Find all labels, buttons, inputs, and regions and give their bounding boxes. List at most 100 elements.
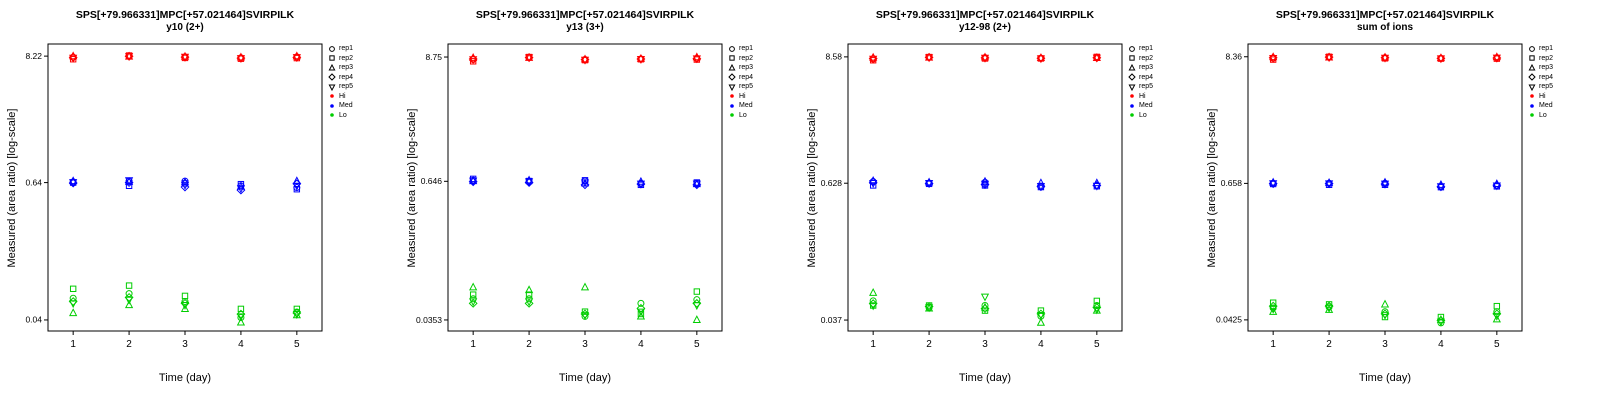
y-tick-label: 0.658 bbox=[1221, 178, 1243, 188]
data-point bbox=[1381, 313, 1389, 321]
y-tick-label: 8.58 bbox=[825, 52, 842, 62]
legend-label: rep3 bbox=[1539, 64, 1554, 72]
data-point bbox=[1492, 182, 1501, 191]
data-point bbox=[692, 298, 702, 308]
data-point bbox=[636, 56, 646, 64]
data-point bbox=[1268, 301, 1278, 311]
legend-marker-icon bbox=[730, 113, 734, 118]
legend-item-rep1: rep1 bbox=[727, 44, 799, 54]
data-point bbox=[728, 84, 736, 91]
x-tick-label: 1 bbox=[870, 339, 876, 350]
data-point bbox=[1436, 53, 1446, 62]
legend-item-rep5: rep5 bbox=[727, 82, 799, 92]
data-point bbox=[692, 180, 701, 189]
plot-area: 1 2 3 4 5 8.75 0.646 0.0353 bbox=[416, 43, 723, 350]
data-point bbox=[1492, 314, 1501, 323]
data-point bbox=[236, 185, 246, 195]
data-point bbox=[1128, 63, 1136, 71]
data-point bbox=[1528, 84, 1536, 91]
data-point bbox=[237, 305, 245, 313]
legend-label: rep4 bbox=[739, 73, 754, 81]
data-point bbox=[580, 56, 590, 65]
data-point bbox=[525, 291, 533, 298]
legend-label: rep3 bbox=[739, 64, 754, 72]
legend-marker-icon bbox=[1528, 63, 1536, 71]
data-point bbox=[292, 311, 301, 319]
data-point bbox=[637, 299, 645, 307]
data-point bbox=[1530, 113, 1534, 118]
chart-panel-y13: SPS[+79.966331]MPC[+57.021464]SVIRPILK y… bbox=[400, 0, 800, 400]
data-point bbox=[1269, 306, 1278, 315]
data-point bbox=[1436, 318, 1446, 327]
legend-item-lo: Lo bbox=[727, 111, 799, 121]
data-point bbox=[581, 308, 589, 315]
legend-marker-icon bbox=[1129, 45, 1135, 52]
data-point bbox=[868, 299, 878, 309]
data-point bbox=[1528, 63, 1536, 71]
chart-title: SPS[+79.966331]MPC[+57.021464]SVIRPILK bbox=[75, 9, 295, 21]
legend-label: rep2 bbox=[739, 54, 754, 62]
x-tick-label: 1 bbox=[470, 339, 476, 350]
data-point bbox=[1036, 317, 1046, 326]
legend-item-med: Med bbox=[727, 101, 799, 111]
y-tick-label: 0.64 bbox=[25, 177, 42, 187]
legend-label: Lo bbox=[1139, 111, 1147, 119]
data-point bbox=[980, 293, 990, 302]
data-point bbox=[580, 180, 590, 190]
legend-marker-icon bbox=[328, 84, 336, 91]
legend-label: rep5 bbox=[1539, 83, 1554, 91]
data-point bbox=[180, 51, 190, 60]
data-point bbox=[69, 285, 77, 293]
legend-label: rep4 bbox=[1139, 73, 1154, 81]
data-point bbox=[1036, 312, 1046, 320]
data-point bbox=[469, 298, 478, 307]
data-point bbox=[1130, 94, 1134, 99]
data-point bbox=[124, 178, 134, 188]
data-point bbox=[924, 54, 934, 63]
data-point bbox=[124, 53, 134, 61]
plot-area: 1 2 3 4 5 8.36 0.658 0.0425 bbox=[1216, 43, 1523, 350]
data-point bbox=[180, 182, 190, 192]
y-tick-label: 8.22 bbox=[25, 51, 42, 61]
legend-item-rep5: rep5 bbox=[327, 82, 399, 92]
legend: rep1 rep2 rep3 rep4 rep5 Hi Med Lo bbox=[327, 44, 399, 120]
data-point bbox=[1528, 73, 1536, 81]
x-tick-label: 4 bbox=[638, 339, 644, 350]
data-point bbox=[468, 298, 478, 308]
data-point bbox=[1130, 113, 1134, 118]
data-point bbox=[1529, 55, 1535, 61]
data-point bbox=[1380, 311, 1390, 320]
legend-marker-icon bbox=[330, 113, 334, 118]
data-point bbox=[693, 288, 701, 295]
data-point bbox=[924, 304, 934, 313]
data-point bbox=[1530, 94, 1534, 99]
data-point bbox=[236, 55, 246, 64]
data-point bbox=[1493, 302, 1501, 310]
chart-subtitle: sum of ions bbox=[1356, 22, 1414, 33]
data-point bbox=[1380, 52, 1390, 61]
legend-marker-icon bbox=[329, 45, 335, 52]
x-tick-label: 5 bbox=[1494, 339, 1500, 350]
data-point bbox=[1037, 307, 1045, 314]
data-point bbox=[180, 53, 190, 62]
legend-item-rep5: rep5 bbox=[1127, 82, 1199, 92]
data-point bbox=[637, 310, 645, 318]
legend-item-rep4: rep4 bbox=[327, 73, 399, 83]
data-point bbox=[180, 181, 190, 190]
data-point bbox=[980, 52, 990, 61]
x-tick-label: 1 bbox=[70, 339, 76, 350]
data-point bbox=[1269, 180, 1278, 189]
legend-marker-icon bbox=[730, 103, 734, 108]
legend-marker-icon bbox=[1130, 103, 1134, 108]
legend-item-lo: Lo bbox=[1527, 111, 1599, 121]
legend-item-rep4: rep4 bbox=[727, 73, 799, 83]
data-point bbox=[69, 294, 77, 302]
data-point bbox=[1036, 183, 1046, 191]
data-point bbox=[1092, 182, 1101, 191]
legend-item-med: Med bbox=[1127, 101, 1199, 111]
data-point bbox=[636, 303, 646, 313]
data-point bbox=[869, 287, 878, 296]
legend-label: rep2 bbox=[339, 54, 354, 62]
legend-item-rep5: rep5 bbox=[1527, 82, 1599, 92]
legend-label: Hi bbox=[1139, 92, 1146, 100]
